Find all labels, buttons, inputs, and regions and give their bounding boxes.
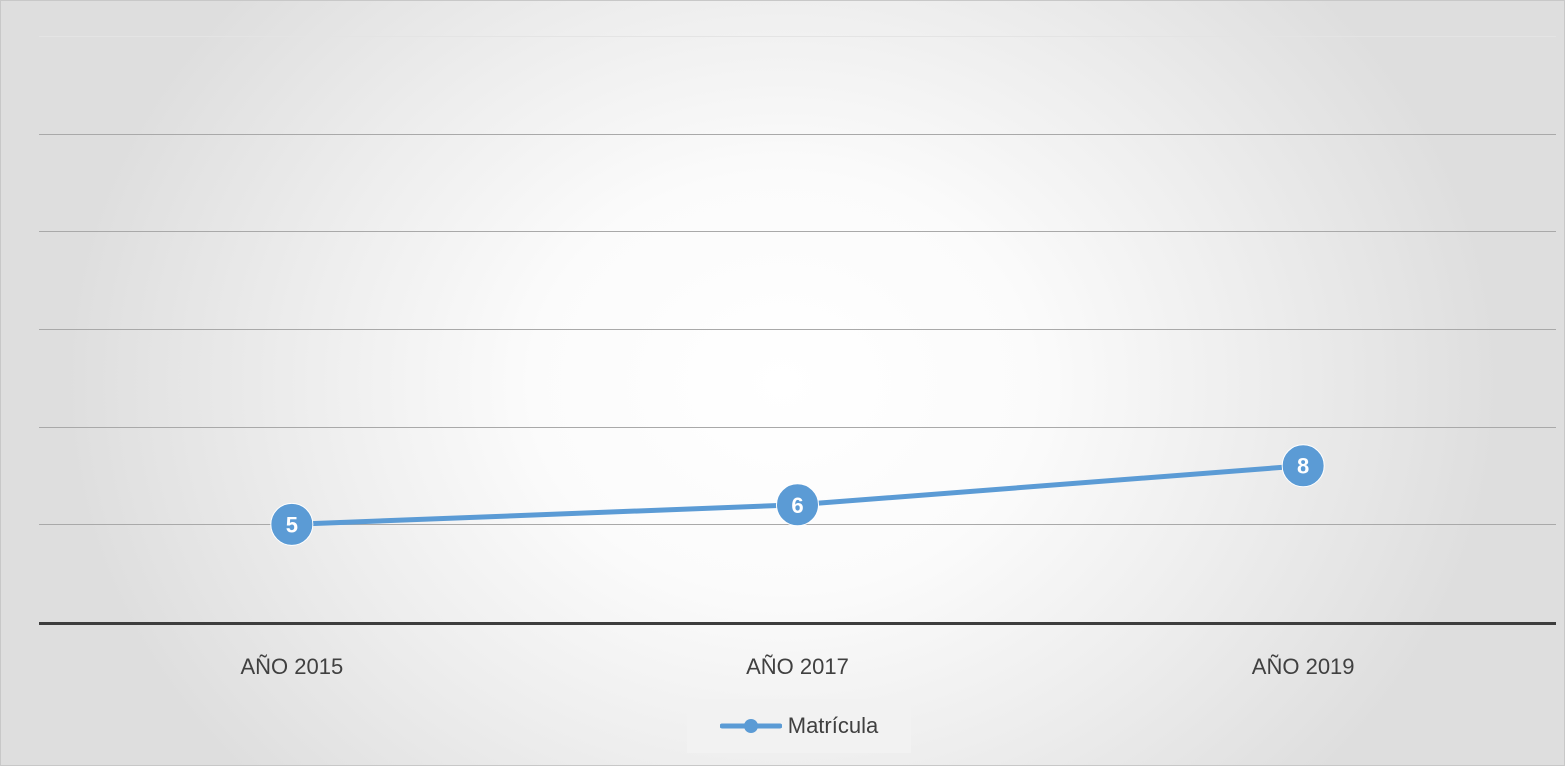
- data-point: [1281, 444, 1325, 488]
- x-tick-label: AÑO 2017: [746, 654, 849, 679]
- x-tick-label: AÑO 2015: [240, 654, 343, 679]
- legend: Matrícula: [687, 699, 911, 753]
- data-label: 8: [1297, 454, 1309, 479]
- data-label: 5: [286, 512, 298, 537]
- data-point: [776, 483, 819, 527]
- data-point: [270, 502, 314, 546]
- data-label: 6: [791, 493, 803, 518]
- legend-label: Matrícula: [787, 713, 879, 738]
- legend-line-marker-icon: [719, 719, 782, 733]
- x-tick-label: AÑO 2019: [1252, 654, 1355, 679]
